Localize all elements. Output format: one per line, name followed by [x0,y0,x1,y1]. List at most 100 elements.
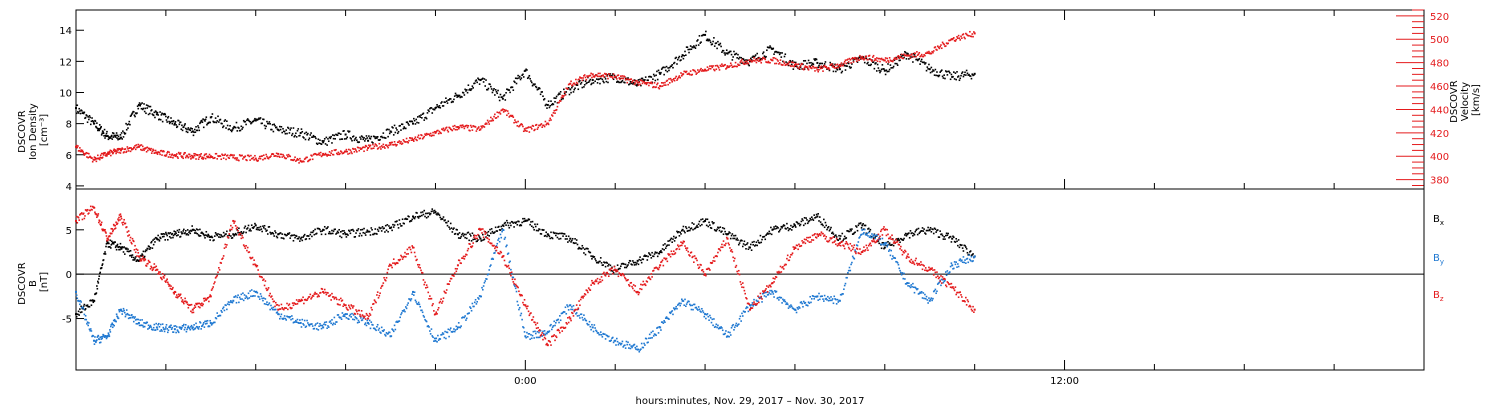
bx-point [450,227,453,229]
density-point [957,75,960,77]
velocity-point [79,150,82,153]
bx-point [933,227,936,230]
bx-point [931,228,933,230]
velocity-point [405,137,408,140]
velocity-point [838,63,841,66]
density-point [484,85,487,87]
by-point [633,343,636,346]
velocity-point [155,151,158,154]
by-point [413,291,416,294]
by-point [317,329,320,331]
velocity-point [431,134,434,137]
velocity-point [820,65,823,68]
by-point [602,332,604,335]
density-point [748,64,750,67]
density-point [644,76,647,78]
velocity-point [766,61,769,64]
density-point [335,134,338,136]
bz-point [951,286,954,289]
velocity-point [611,75,613,78]
density-point [270,128,273,131]
by-point [517,304,519,306]
density-point [561,97,564,99]
density-point [790,63,793,66]
bx-point [425,216,428,219]
by-point [578,314,580,317]
density-point [610,75,612,77]
velocity-point [538,124,541,127]
velocity-point [611,77,614,80]
velocity-point [525,127,527,129]
density-point [515,82,518,85]
velocity-point [514,119,516,121]
bx-point [532,226,535,229]
by-point [560,312,563,315]
velocity-point [330,152,332,154]
bx-point [422,213,425,216]
by-point [347,317,349,320]
density-point [686,46,689,49]
velocity-point [608,73,611,76]
velocity-point [793,65,795,68]
bx-point [197,228,199,231]
bx-point [810,219,812,221]
density-point [632,83,634,85]
bx-point [538,228,541,231]
by-point [231,301,234,304]
bx-point [624,266,626,269]
bx-point [487,230,490,233]
density-point [849,67,852,69]
density-point [307,132,309,135]
density-point [458,94,461,97]
velocity-point [961,33,964,36]
by-point [381,329,384,332]
bx-point [193,229,195,231]
bx-point [232,233,235,236]
density-point [303,132,306,135]
bx-point [342,233,344,235]
bx-point [619,267,621,270]
velocity-point [119,152,122,154]
velocity-point [310,154,312,157]
density-point [831,63,834,65]
bx-point [864,224,867,227]
by-point [75,290,77,293]
velocity-point [137,143,140,146]
density-point [888,70,890,73]
by-point [742,310,745,313]
by-point [323,323,325,326]
density-point [580,81,583,84]
bx-point [713,222,715,224]
bx-point [590,255,592,257]
density-point [885,69,888,72]
bx-point [773,226,775,228]
velocity-point [287,153,290,156]
by-point [806,304,808,307]
bx-point [275,235,278,238]
bx-point [473,234,475,237]
bx-point [672,235,675,238]
density-point [360,138,362,140]
bx-point [135,260,138,263]
density-point [77,112,80,114]
bx-point [661,248,664,250]
bz-point [134,244,136,247]
velocity-point [644,81,647,84]
density-point [390,131,393,133]
bx-point [269,231,271,234]
by-point [896,261,898,263]
bz-point [89,209,91,212]
by-point [891,258,893,260]
density-point [465,89,468,91]
velocity-point [365,145,368,148]
by-point [815,296,818,298]
velocity-point [105,155,107,157]
density-point [170,117,172,119]
by-point [799,301,802,304]
density-point [886,70,889,73]
velocity-point [177,151,180,154]
by-point [327,326,330,328]
density-point [623,81,625,84]
velocity-point [348,148,350,151]
density-point [510,86,512,89]
